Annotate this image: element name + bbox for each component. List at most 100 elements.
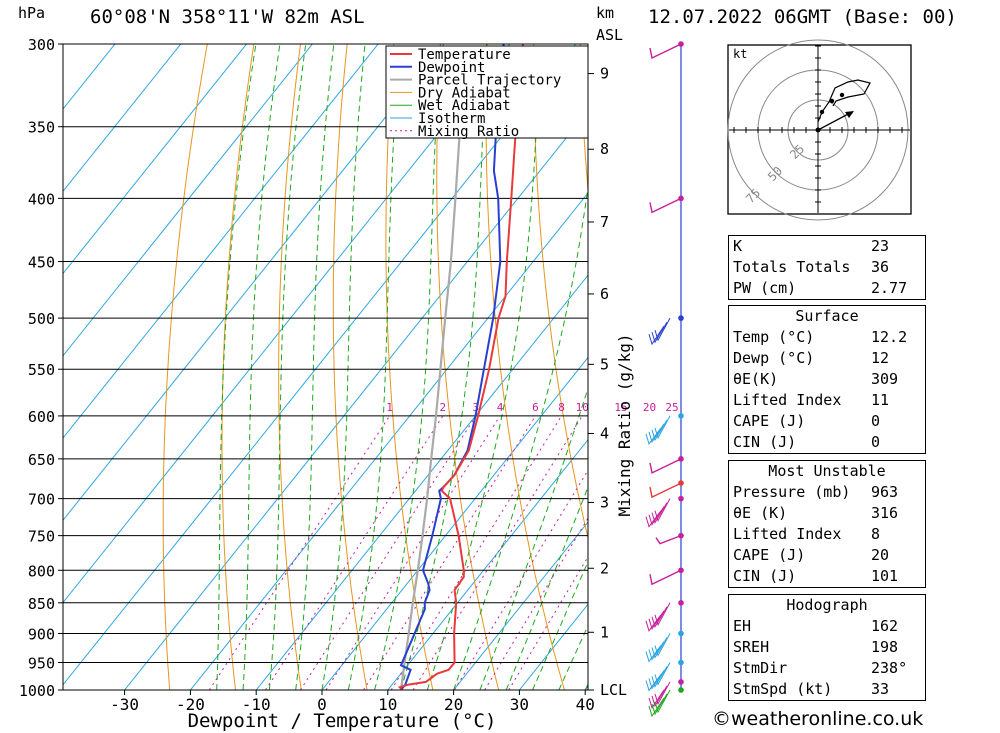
index-label: K	[733, 237, 743, 255]
index-label: PW (cm)	[733, 279, 797, 297]
mu-value: 316	[871, 504, 899, 522]
wind-level-dot	[678, 659, 684, 666]
table-row: Lifted Index 11	[729, 390, 926, 411]
wind-barb	[648, 681, 671, 710]
temperature-tick-label: 40	[576, 695, 595, 714]
height-tick-label: LCL	[600, 681, 627, 699]
temperature-tick-label: 10	[378, 695, 397, 714]
legend-label: Dewpoint	[418, 60, 485, 76]
isobar-lines	[63, 43, 588, 691]
surface-table: Surface Temp (°C) 12.2 Dewp (°C) 12 θE(K) 3…	[728, 305, 926, 454]
table-row: CAPE (J) 20	[729, 545, 926, 566]
wind-level-dot	[678, 413, 684, 419]
mu-label: CIN (J)	[733, 567, 797, 585]
isotherm-line	[453, 521, 588, 690]
hodo-label: SREH	[733, 638, 770, 656]
isotherm-line	[63, 44, 247, 275]
height-tick-label: 1	[600, 623, 609, 641]
pressure-tick-label: 700	[28, 491, 55, 509]
table-row: CAPE (J) 0	[729, 411, 926, 432]
surface-label: Dewp (°C)	[733, 349, 815, 367]
wind-barb	[645, 415, 671, 446]
temperature-tick-label: -20	[176, 695, 205, 714]
x-axis-title: Dewpoint / Temperature (°C)	[188, 710, 497, 732]
wet-adiabat-line	[347, 44, 401, 690]
hodograph-point	[819, 109, 825, 115]
dry-adiabat-line	[533, 44, 588, 541]
temperature-tick-label: -30	[110, 695, 139, 714]
wind-barb	[655, 534, 682, 545]
mixing-ratio-label: 15	[614, 401, 627, 414]
isotherm-line	[255, 274, 588, 690]
mu-value: 8	[871, 525, 881, 543]
dry-adiabat-line	[278, 44, 302, 690]
wind-barb	[645, 602, 671, 632]
temperature-tick-label: 0	[317, 695, 327, 714]
surface-title: Surface	[795, 307, 859, 325]
pressure-axis: 300 350 400 450 500 550 600 650 700 750 800 850 900 9…	[19, 36, 63, 700]
legend-box	[385, 45, 589, 139]
index-value: 2.77	[871, 279, 908, 297]
legend-label: Wet Adiabat	[418, 98, 511, 114]
hodo-label: StmDir	[733, 659, 788, 677]
surface-value: 12.2	[871, 328, 908, 346]
pressure-unit-label: hPa	[18, 4, 46, 22]
table-row: Dewp (°C) 12	[729, 348, 926, 369]
table-row: PW (cm) 2.77	[729, 278, 926, 300]
most-unstable-title: Most Unstable	[768, 462, 886, 480]
table-row: CIN (J) 0	[729, 432, 926, 454]
wind-barb	[649, 458, 682, 474]
wet-adiabat-line	[453, 183, 588, 690]
height-tick-label: 7	[600, 213, 609, 231]
height-tick-label: 4	[600, 425, 609, 443]
wind-barb	[649, 197, 682, 214]
indices-table: K 23 Totals Totals 36 PW (cm) 2.77	[728, 235, 926, 300]
dry-adiabat-line	[950, 26, 1000, 690]
surface-label: Lifted Index	[733, 391, 842, 409]
hodograph-trace	[817, 79, 871, 123]
wind-barb	[649, 569, 682, 586]
wind-level-dot	[678, 630, 684, 637]
dry-adiabat-line	[996, 26, 1000, 690]
mixing-ratio-line	[299, 415, 477, 690]
temperature-line	[397, 44, 524, 690]
wind-barb	[645, 662, 671, 692]
table-row: K 23	[729, 236, 926, 258]
wet-adiabat-line	[479, 386, 588, 690]
dewpoint-line	[399, 44, 510, 690]
legend-label: Mixing Ratio	[418, 124, 519, 140]
mixing-ratio-labels: 1 2 3 4 6 8 10 15 20 25	[386, 401, 678, 414]
wind-level-dot	[678, 679, 684, 685]
mixing-ratio-line	[208, 415, 390, 690]
pressure-tick-label: 800	[28, 562, 55, 580]
pressure-tick-label: 650	[28, 451, 55, 469]
height-tick-label: 9	[600, 65, 609, 83]
wind-barb	[645, 498, 671, 528]
height-tick-label: 6	[600, 285, 609, 303]
isotherm-line	[63, 44, 313, 357]
isotherm-line	[63, 44, 182, 193]
isotherm-line	[63, 44, 445, 522]
hodograph-unit-label: kt	[733, 47, 747, 61]
surface-value: 0	[871, 433, 881, 451]
wet-adiabat-line	[505, 485, 588, 690]
mixing-ratio-label: 4	[497, 401, 504, 414]
mixing-ratio-line	[325, 415, 501, 690]
wet-adiabat-line	[216, 44, 257, 690]
temperature-tick-label: 30	[510, 695, 529, 714]
hodo-value: 198	[871, 638, 899, 656]
wind-level-dot	[678, 495, 684, 502]
pressure-tick-label: 500	[28, 310, 55, 328]
pressure-tick-label: 300	[28, 36, 55, 54]
hodograph-point	[839, 92, 845, 98]
mu-label: Lifted Index	[733, 525, 842, 543]
table-header-row: Surface	[729, 306, 926, 328]
height-tick-label: 2	[600, 559, 609, 577]
wet-adiabat-line	[532, 560, 588, 690]
credit-link[interactable]: ©weatheronline.co.uk	[712, 708, 924, 730]
wind-level-dot	[678, 687, 684, 693]
table-row: Lifted Index 8	[729, 524, 926, 545]
mixing-ratio-line	[508, 555, 588, 690]
pressure-tick-label: 750	[28, 528, 55, 546]
